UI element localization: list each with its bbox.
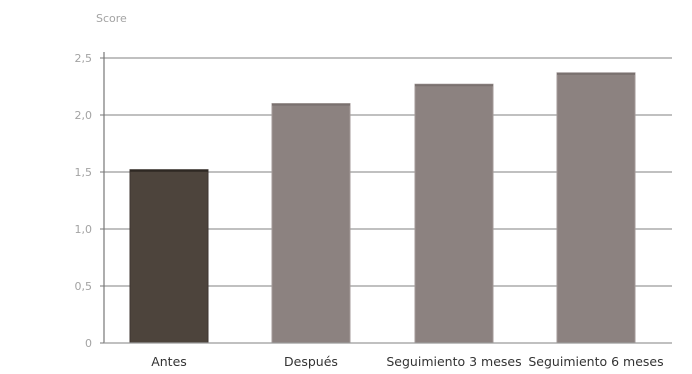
x-category-labels: Antes Después Seguimiento 3 meses Seguimien… [151,354,663,369]
y-tick-label: 0 [85,337,92,350]
x-category-label: Seguimiento 6 meses [528,354,663,369]
bars [129,72,636,344]
bar [414,83,494,344]
y-tick-label: 2,0 [75,109,93,122]
bar [556,72,636,344]
bar [129,169,209,344]
y-tick-label: 0,5 [75,280,93,293]
y-tick-label: 1,0 [75,223,93,236]
y-axis-title: Score [96,12,127,25]
x-category-label: Antes [151,354,187,369]
y-tick-label: 2,5 [75,52,93,65]
x-category-label: Después [284,354,338,369]
axes [103,52,672,344]
y-tick-labels: 0 0,5 1,0 1,5 2,0 2,5 [75,52,104,350]
bar [271,103,351,344]
x-category-label: Seguimiento 3 meses [386,354,521,369]
y-tick-label: 1,5 [75,166,93,179]
